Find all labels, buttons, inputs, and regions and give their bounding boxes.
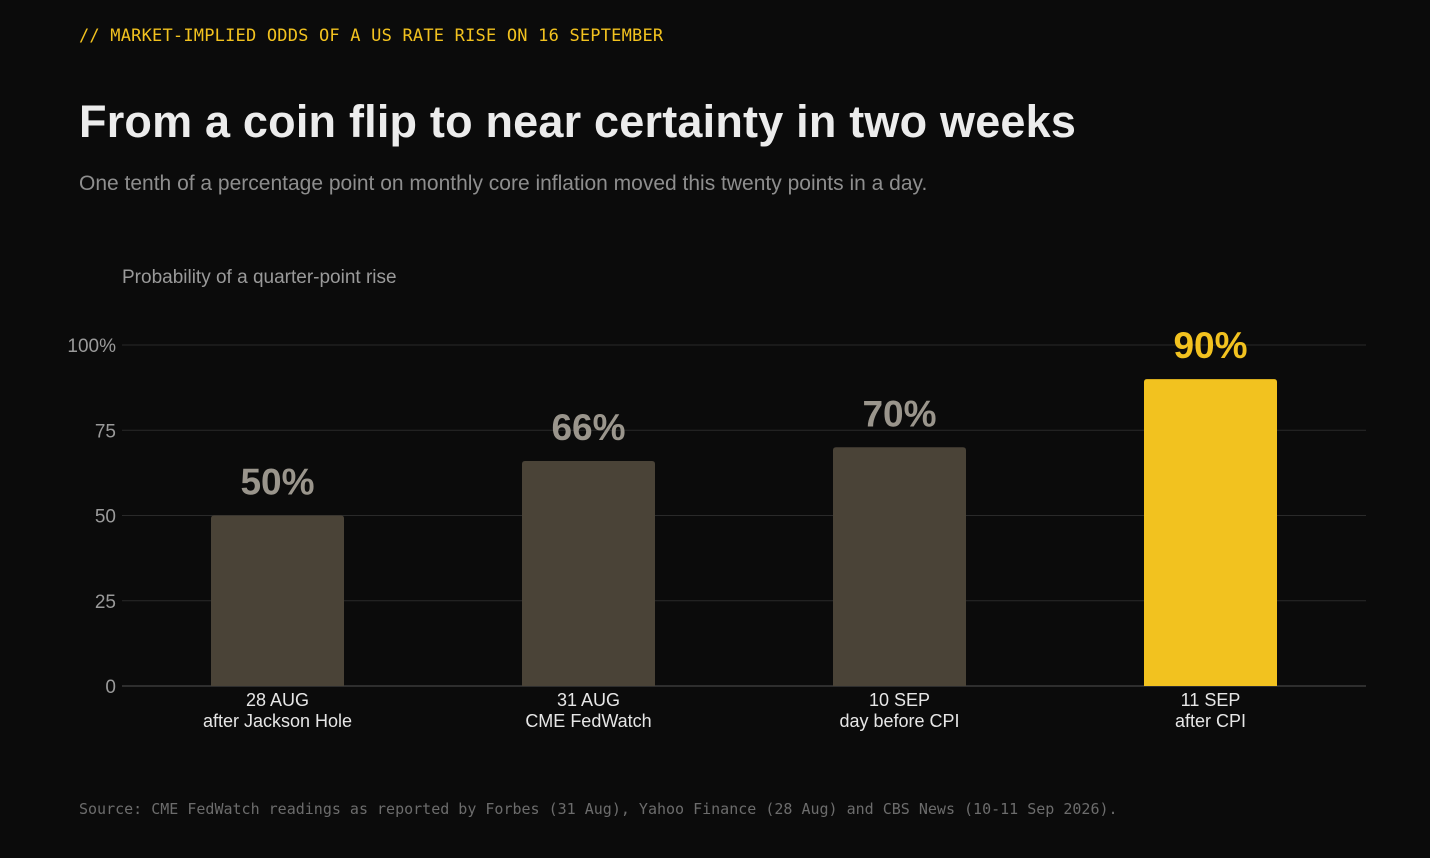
value-labels: 50% 66% 70% 90%	[240, 325, 1247, 502]
bar-chart: Probability of a quarter-point rise 0 25 5…	[67, 267, 1366, 731]
source-note: Source: CME FedWatch readings as reporte…	[79, 800, 1118, 818]
value-label: 90%	[1173, 325, 1247, 366]
x-tick-label: 11 SEP	[1181, 690, 1241, 710]
y-tick-label: 0	[105, 677, 116, 698]
x-tick-sublabel: CME FedWatch	[525, 711, 651, 731]
chart-subtitle: One tenth of a percentage point on month…	[79, 172, 928, 195]
x-tick-label: 10 SEP	[869, 690, 930, 710]
x-tick-sublabel: day before CPI	[839, 711, 959, 731]
bar	[211, 515, 344, 686]
bar	[1144, 379, 1277, 686]
bar	[522, 460, 655, 686]
value-label: 66%	[551, 407, 625, 448]
x-tick-sublabel: after CPI	[1175, 711, 1246, 731]
x-tick-label: 28 AUG	[246, 690, 309, 710]
y-axis-label: Probability of a quarter-point rise	[122, 267, 397, 288]
value-label: 50%	[240, 462, 314, 503]
y-tick-label: 100%	[67, 336, 116, 357]
y-tick-label: 50	[95, 507, 116, 528]
bars	[211, 379, 1277, 686]
kicker: // MARKET-IMPLIED ODDS OF A US RATE RISE…	[79, 26, 664, 46]
x-tick-label: 31 AUG	[557, 690, 620, 710]
y-tick-label: 75	[95, 421, 116, 442]
chart-title: From a coin flip to near certainty in tw…	[79, 96, 1077, 147]
x-tick-sublabel: after Jackson Hole	[203, 711, 352, 731]
bar	[833, 447, 966, 686]
y-tick-label: 25	[95, 592, 116, 613]
y-axis-ticks: 0 25 50 75 100%	[67, 336, 116, 698]
value-label: 70%	[862, 393, 936, 434]
